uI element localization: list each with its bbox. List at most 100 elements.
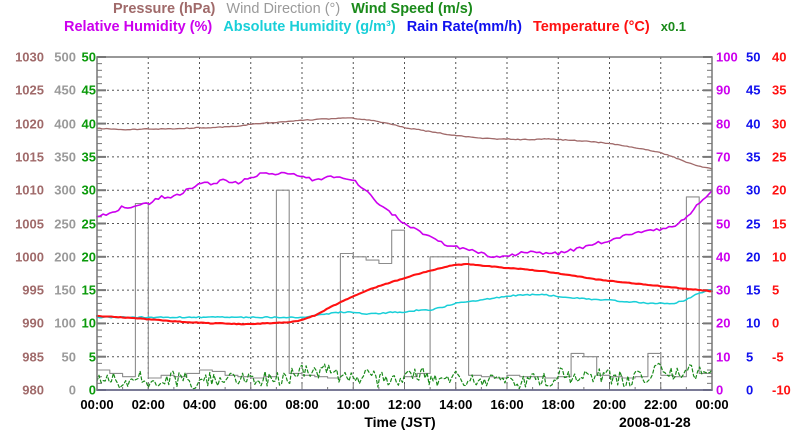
relative-humidity-tick: 60 [716, 182, 731, 198]
wind-direction-tick: 450 [54, 82, 76, 98]
legend-row-secondary: Relative Humidity (%) Absolute Humidity … [64, 19, 693, 35]
legend-rain-rate: Rain Rate(mm/h) [406, 19, 522, 35]
wind-direction-tick: 400 [54, 116, 76, 132]
wind-direction-tick: 250 [54, 216, 76, 231]
wind-direction-tick: 300 [54, 182, 76, 198]
temperature-tick: -10 [772, 382, 791, 398]
rain-rate-tick: 5 [746, 349, 754, 365]
wind-direction-tick: 200 [54, 249, 76, 265]
relative-humidity-tick: 50 [716, 216, 731, 231]
rain-rate-tick: 25 [746, 216, 761, 231]
temperature-tick: 25 [772, 149, 787, 165]
temperature-tick: 5 [772, 282, 780, 298]
series-line-wind-direction [96, 189, 713, 379]
legend-wind-speed: Wind Speed (m/s) [351, 1, 473, 17]
rain-rate-tick: 20 [746, 249, 761, 265]
legend-row-primary: Pressure (hPa) Wind Direction (°) Wind S… [113, 1, 480, 17]
temperature-tick: 40 [772, 49, 787, 65]
temperature-tick: 10 [772, 249, 787, 265]
time-tick-label: 06:00 [234, 397, 268, 412]
rain-rate-tick: 0 [746, 382, 754, 398]
axis-ticks [96, 56, 713, 391]
relative-humidity-tick: 0 [716, 382, 724, 398]
axis-title-time: Time (JST) [364, 414, 436, 430]
pressure-tick: 1030 [15, 49, 44, 65]
legend-absolute-humidity: Absolute Humidity (g/m³) [223, 19, 396, 35]
wind-direction-tick: 500 [54, 49, 76, 65]
wind-speed-tick: 0 [88, 382, 96, 398]
rain-rate-tick: 15 [746, 282, 761, 298]
relative-humidity-tick: 40 [716, 249, 731, 265]
time-tick-label: 00:00 [80, 397, 114, 412]
rain-rate-tick: 50 [746, 49, 761, 65]
rain-rate-tick: 35 [746, 149, 761, 165]
chart-date-label: 2008-01-28 [619, 414, 691, 430]
wind-speed-tick: 15 [81, 282, 96, 298]
time-tick-label: 22:00 [644, 397, 678, 412]
rain-rate-tick: 30 [746, 182, 761, 198]
wind-direction-tick: 350 [54, 149, 76, 165]
series-line-relative-humidity [96, 171, 713, 259]
legend-multiplier: x0.1 [660, 19, 687, 34]
wind-speed-tick: 30 [81, 182, 96, 198]
pressure-tick: 1005 [15, 216, 44, 231]
wind-direction-tick: 0 [68, 382, 76, 398]
pressure-tick: 1015 [15, 149, 44, 165]
legend-pressure: Pressure (hPa) [113, 1, 216, 17]
time-tick-label: 16:00 [490, 397, 524, 412]
pressure-tick: 990 [22, 315, 44, 331]
time-tick-label: 10:00 [336, 397, 370, 412]
relative-humidity-tick: 30 [716, 282, 731, 298]
plot-frame [96, 56, 713, 391]
series-line-pressure-hpa [96, 117, 713, 170]
pressure-tick: 1020 [15, 116, 44, 132]
legend-relative-humidity: Relative Humidity (%) [64, 19, 213, 35]
series-line-wind-speed-m-s [96, 362, 713, 390]
wind-speed-tick: 10 [81, 315, 96, 331]
legend-wind-direction: Wind Direction (°) [226, 1, 341, 17]
wind-direction-tick: 50 [61, 349, 76, 365]
series-line-absolute-humidity-g-m [96, 289, 713, 319]
axis-labels-time: 00:00 02:00 04:00 06:00 08:00 10:00 12:00 14:00… [0, 397, 800, 413]
time-tick-label: 08:00 [285, 397, 319, 412]
relative-humidity-tick: 90 [716, 82, 731, 98]
wind-speed-tick: 35 [81, 149, 96, 165]
time-tick-label: 14:00 [439, 397, 473, 412]
pressure-tick: 1000 [15, 249, 44, 265]
time-tick-label: 20:00 [592, 397, 627, 412]
temperature-tick: 20 [772, 182, 787, 198]
temperature-tick: 30 [772, 116, 787, 132]
rain-rate-tick: 40 [746, 116, 761, 132]
time-tick-label: 12:00 [387, 397, 422, 412]
temperature-tick: -5 [772, 349, 784, 365]
temperature-tick: 0 [772, 315, 780, 331]
relative-humidity-tick: 100 [716, 49, 738, 65]
time-tick-label: 18:00 [541, 397, 575, 412]
wind-speed-tick: 50 [81, 49, 96, 65]
time-tick-label: 02:00 [131, 397, 165, 412]
wind-speed-tick: 5 [88, 349, 96, 365]
rain-rate-tick: 45 [746, 82, 761, 98]
wind-speed-tick: 40 [81, 116, 96, 132]
temperature-tick: 15 [772, 216, 787, 231]
gridlines [97, 57, 712, 390]
series-line-temperature-c [95, 262, 714, 326]
relative-humidity-tick: 10 [716, 349, 731, 365]
pressure-tick: 995 [22, 282, 44, 298]
relative-humidity-tick: 80 [716, 116, 731, 132]
temperature-tick: 35 [772, 82, 787, 98]
legend-temperature: Temperature (°C) [532, 19, 650, 35]
wind-direction-tick: 100 [54, 315, 76, 331]
wind-direction-tick: 150 [54, 282, 76, 298]
pressure-tick: 980 [22, 382, 44, 398]
relative-humidity-tick: 70 [716, 149, 731, 165]
wind-speed-tick: 25 [81, 216, 96, 231]
pressure-tick: 1025 [15, 82, 44, 98]
time-tick-label: 04:00 [182, 397, 217, 412]
wind-speed-tick: 20 [81, 249, 96, 265]
wind-speed-tick: 45 [81, 82, 96, 98]
time-tick-label: 00:00 [695, 397, 729, 412]
pressure-tick: 1010 [15, 182, 44, 198]
